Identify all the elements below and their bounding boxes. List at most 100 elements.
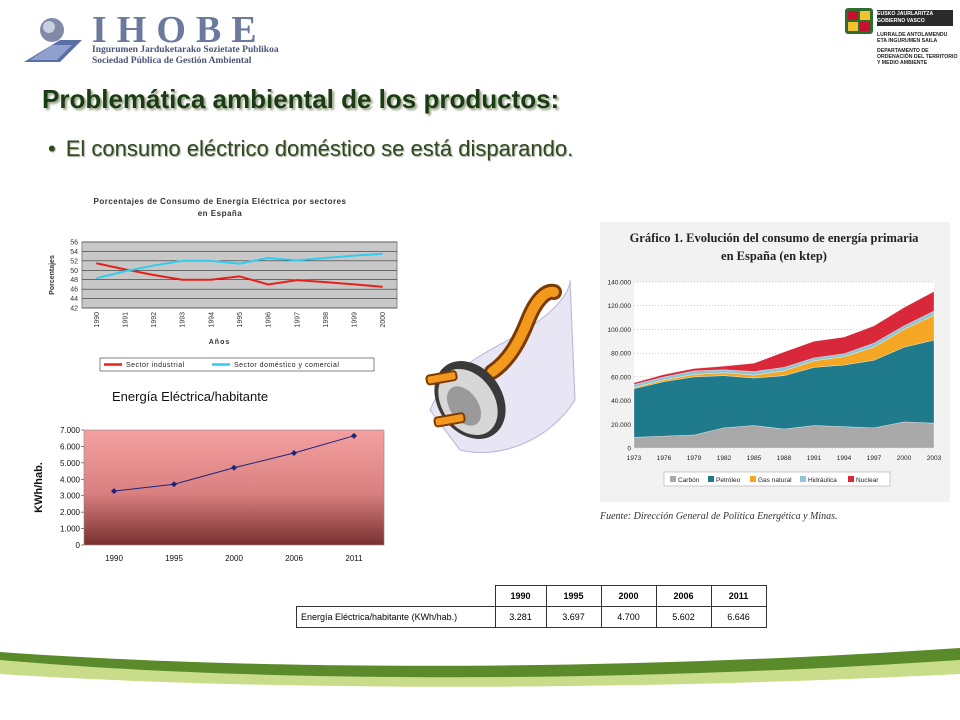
chart3-legend-swatch: [848, 476, 854, 482]
electric-plug-icon: [425, 280, 576, 454]
table-row-label: Energía Eléctrica/habitante (KWh/hab.): [296, 606, 496, 628]
chart3-y-tick-label: 20.000: [611, 422, 631, 429]
chart2-data-point: [291, 449, 297, 456]
chart3-x-tick-label: 1976: [657, 455, 672, 462]
chart2-y-tick-label: 2.000: [60, 508, 81, 517]
chart1-x-tick-label: 1994: [208, 312, 215, 328]
chart2-x-tick-label: 2000: [225, 554, 243, 563]
chart2-x-tick-label: 1990: [105, 554, 123, 563]
table-header-cell: 2011: [710, 585, 767, 607]
chart1-x-tick-label: 2000: [380, 312, 387, 328]
table-header-cell: 2000: [600, 585, 657, 607]
chart1-series-line-1: [96, 252, 383, 280]
gv-line-5: DEPARTAMENTO DE: [877, 48, 929, 54]
coat-of-arms-icon: [845, 8, 873, 34]
chart2-y-axis-label: KWh/hab.: [33, 462, 45, 513]
gobierno-vasco-logo: EUSKO JAURLARITZA GOBIERNO VASCO LURRALD…: [843, 6, 958, 68]
chart2-x-tick-label: 1995: [165, 554, 183, 563]
chart1-y-tick-label: 42: [70, 306, 78, 313]
chart3-source: Fuente: Dirección General de Política En…: [600, 511, 838, 522]
table-header-cell: 1995: [545, 585, 602, 607]
chart1-y-tick-label: 44: [70, 296, 78, 303]
slide-title: Problemática ambiental de los productos:: [42, 84, 560, 114]
table-header-cell: 2006: [655, 585, 712, 607]
chart1-x-tick-label: 1996: [266, 312, 273, 328]
chart3-y-tick-label: 40.000: [611, 398, 631, 405]
chart3-primary-energy: 140.000 120.000 100.000 80.000 60.000 40.000 2…: [600, 222, 950, 502]
gv-line-2: GOBIERNO VASCO: [877, 18, 925, 24]
chart3-legend-swatch: [750, 476, 756, 482]
chart3-x-tick-label: 1979: [687, 455, 702, 462]
chart3-x-tick-label: 1982: [717, 455, 732, 462]
chart2-x-tick-label: 2006: [285, 554, 303, 563]
chart2-y-tick-label: 7.000: [60, 426, 81, 435]
chart1-legend: [99, 357, 375, 372]
chart2-y-tick-label: 6.000: [60, 442, 81, 451]
bullet-text: El consumo eléctrico doméstico se está d…: [65, 136, 574, 161]
ihobe-subtitle-spanish: Sociedad Pública de Gestión Ambiental: [92, 56, 252, 66]
chart3-x-tick-label: 2003: [927, 455, 942, 462]
chart3-legend-swatch: [670, 476, 676, 482]
chart1-y-tick-label: 52: [70, 258, 78, 265]
chart2-y-tick-label: 5.000: [60, 459, 81, 468]
chart1-sector-consumption: 56 54 52 50 48 46 44 42 1990 1991 1992 1993 1994 1995…: [49, 240, 398, 372]
ihobe-wordmark: IHOBE: [92, 9, 267, 51]
chart2-y-tick-label: 0: [76, 541, 81, 550]
chart3-y-tick-label: 0: [627, 446, 631, 453]
chart3-y-tick-label: 80.000: [611, 351, 631, 358]
chart1-series-line-0: [96, 262, 383, 288]
chart1-plot-area: [81, 241, 398, 309]
chart2-data-point: [351, 432, 357, 439]
energy-per-inhabitant-table: 1990 1995 2000 2006 2011 Energía Eléctri…: [296, 585, 767, 628]
chart3-y-tick-label: 60.000: [611, 374, 631, 381]
chart3-x-tick-label: 1985: [747, 455, 762, 462]
chart3-title-line2: en España (en ktep): [721, 249, 827, 263]
chart3-area-4: [633, 291, 935, 385]
chart3-y-tick-label: 140.000: [608, 280, 632, 287]
chart2-data-point: [231, 464, 237, 471]
chart2-y-tick-label: 4.000: [60, 475, 81, 484]
ihobe-logo: [24, 18, 82, 62]
chart2-energy-per-inhabitant: 7.000 6.000 5.000 4.000 3.000 2.000 1.000 0 1990…: [33, 426, 385, 563]
chart3-x-tick-label: 1994: [837, 455, 852, 462]
table-cell: 5.602: [655, 606, 712, 628]
chart3-y-tick-label: 100.000: [608, 327, 632, 334]
chart2-y-tick-label: 1.000: [60, 525, 81, 534]
chart2-data-point: [171, 481, 177, 488]
chart3-title-line1: Gráfico 1. Evolución del consumo de ener…: [629, 231, 919, 245]
chart3-x-tick-label: 1988: [777, 455, 792, 462]
table-cell: 6.646: [710, 606, 767, 628]
table-corner: [296, 585, 495, 607]
chart3-legend: [663, 471, 891, 487]
chart1-x-tick-label: 1995: [237, 312, 244, 328]
chart2-data-point: [111, 488, 117, 495]
chart2-title: Energía Eléctrica/habitante: [112, 389, 269, 404]
table-header-row: 1990 1995 2000 2006 2011: [296, 585, 767, 607]
chart3-x-tick-label: 1997: [867, 455, 882, 462]
gv-line-1: EUSKO JAURLARITZA: [877, 11, 934, 17]
chart1-x-tick-label: 1993: [180, 312, 187, 328]
chart1-y-tick-label: 46: [70, 287, 78, 294]
chart1-x-tick-label: 1990: [94, 312, 101, 328]
chart3-y-tick-label: 120.000: [608, 303, 632, 310]
table-row: Energía Eléctrica/habitante (KWh/hab.) 3…: [296, 606, 767, 628]
chart3-x-tick-label: 2000: [897, 455, 912, 462]
chart1-x-tick-label: 1999: [352, 312, 359, 328]
chart2-y-tick-label: 3.000: [60, 492, 81, 501]
bullet-point: • El consumo eléctrico doméstico se está …: [48, 136, 573, 162]
gv-line-4: ETA INGURUMEN SAILA: [877, 38, 938, 44]
chart1-x-tick-label: 1992: [151, 312, 158, 328]
chart1-x-tick-label: 1991: [122, 312, 129, 328]
chart1-legend-label: Sector industrial: [126, 362, 185, 369]
gv-line-7: Y MEDIO AMBIENTE: [877, 60, 928, 66]
chart3-legend-swatch: [708, 476, 714, 482]
bullet-symbol: •: [48, 136, 56, 161]
table-header-cell: 1990: [494, 585, 547, 607]
footer-swoosh: [0, 648, 960, 720]
chart3-title: Gráfico 1. Evolución del consumo de ener…: [604, 229, 944, 265]
chart1-x-tick-label: 1997: [294, 312, 301, 328]
chart1-y-tick-label: 56: [70, 240, 78, 247]
chart3-legend-swatch: [800, 476, 806, 482]
chart3-legend-label: Carbón: [678, 477, 700, 484]
chart1-y-axis-label: Porcentajes: [49, 255, 56, 295]
